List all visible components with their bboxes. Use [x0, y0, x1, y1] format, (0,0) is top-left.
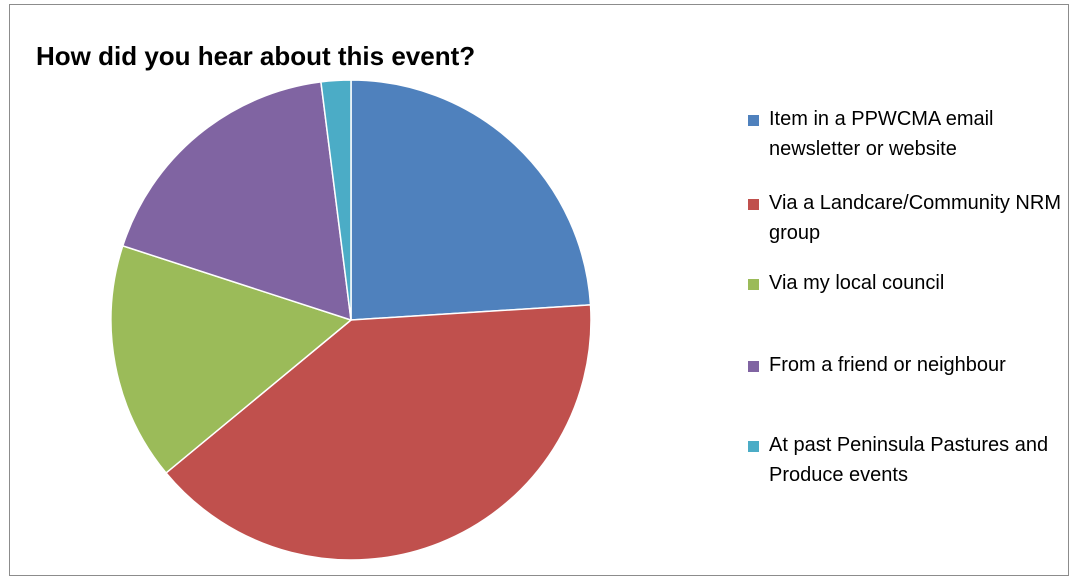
chart-legend: Item in a PPWCMA email newsletter or web… — [744, 104, 1064, 524]
pie-slice — [350, 79, 592, 321]
pie-slice — [320, 79, 352, 321]
legend-label: Via a Landcare/Community NRM group — [769, 192, 1061, 244]
legend-label: From a friend or neighbour — [769, 354, 1006, 376]
legend-label: At past Peninsula Pastures and Produce e… — [769, 434, 1049, 486]
legend-label: Via my local council — [769, 272, 945, 294]
legend-swatch — [748, 279, 759, 290]
pie-slice — [110, 245, 352, 474]
pie-slice — [122, 81, 352, 321]
legend-label: Item in a PPWCMA email newsletter or web… — [769, 108, 994, 160]
legend-swatch — [748, 361, 759, 372]
legend-swatch — [748, 199, 759, 210]
legend-swatch — [748, 441, 759, 452]
pie-slice — [165, 304, 592, 561]
legend-swatch — [748, 115, 759, 126]
chart-title: How did you hear about this event? — [36, 41, 476, 71]
